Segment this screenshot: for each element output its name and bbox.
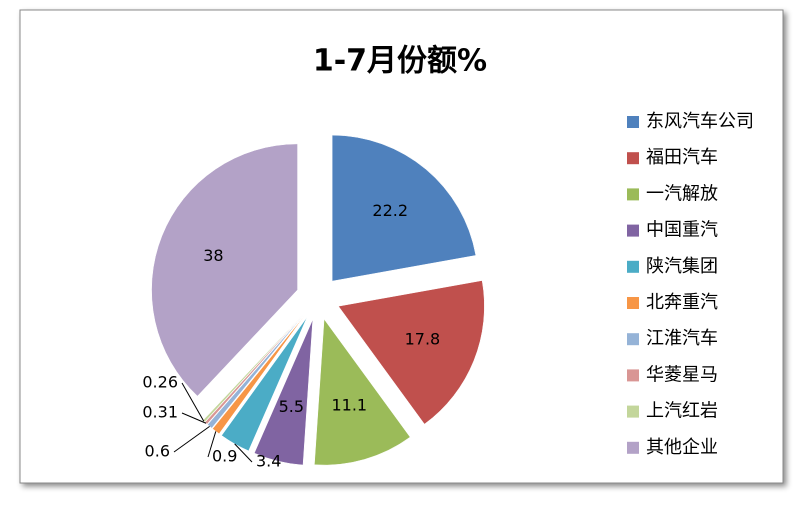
chart-title: 1-7月份额% <box>313 44 487 79</box>
legend-swatch <box>627 297 639 309</box>
legend-swatch <box>627 369 639 382</box>
pie: 22.2 17.8 11.1 5.5 3.4 0.9 0.6 0.31 0.26 38 <box>142 134 485 471</box>
leader-line <box>181 412 207 424</box>
legend-label: 其他企业 <box>646 437 718 458</box>
legend-swatch <box>627 188 639 201</box>
legend-label: 一汽解放 <box>646 183 718 204</box>
legend-swatch <box>627 224 639 237</box>
legend-label: 上汽红岩 <box>646 401 718 422</box>
legend-label: 华菱星马 <box>646 364 718 385</box>
legend-label: 江淮汽车 <box>646 328 718 349</box>
data-label: 17.8 <box>405 329 441 348</box>
data-label: 0.9 <box>212 447 237 466</box>
legend-swatch <box>627 116 639 128</box>
legend: 东风汽车公司福田汽车一汽解放中国重汽陕汽集团北奔重汽江淮汽车华菱星马上汽红岩其他… <box>627 111 754 458</box>
data-label: 0.31 <box>142 403 178 422</box>
legend-swatch <box>627 152 639 165</box>
pie-slice <box>151 143 298 397</box>
data-label: 11.1 <box>331 396 367 415</box>
legend-label: 陕汽集团 <box>646 256 718 277</box>
pie-slice <box>314 318 411 466</box>
data-label: 5.5 <box>279 397 304 416</box>
legend-label: 东风汽车公司 <box>646 111 754 132</box>
leader-line <box>181 382 205 422</box>
leader-line <box>173 425 210 453</box>
legend-swatch <box>627 405 639 418</box>
legend-swatch <box>627 333 639 346</box>
legend-label: 福田汽车 <box>646 147 718 168</box>
legend-swatch <box>627 441 639 454</box>
pie-slice <box>207 314 305 429</box>
leader-line <box>234 443 253 463</box>
pie-slice <box>331 134 477 282</box>
legend-label: 中国重汽 <box>646 220 718 241</box>
data-label: 3.4 <box>256 452 281 471</box>
legend-label: 北奔重汽 <box>646 292 718 313</box>
pie-slice <box>253 319 314 466</box>
leader-line <box>207 431 217 458</box>
legend-swatch <box>627 260 639 273</box>
data-label: 22.2 <box>372 201 408 220</box>
pie-slice <box>337 280 485 425</box>
data-label: 0.26 <box>142 373 178 392</box>
data-label: 38 <box>203 246 223 265</box>
data-label: 0.6 <box>145 442 170 461</box>
